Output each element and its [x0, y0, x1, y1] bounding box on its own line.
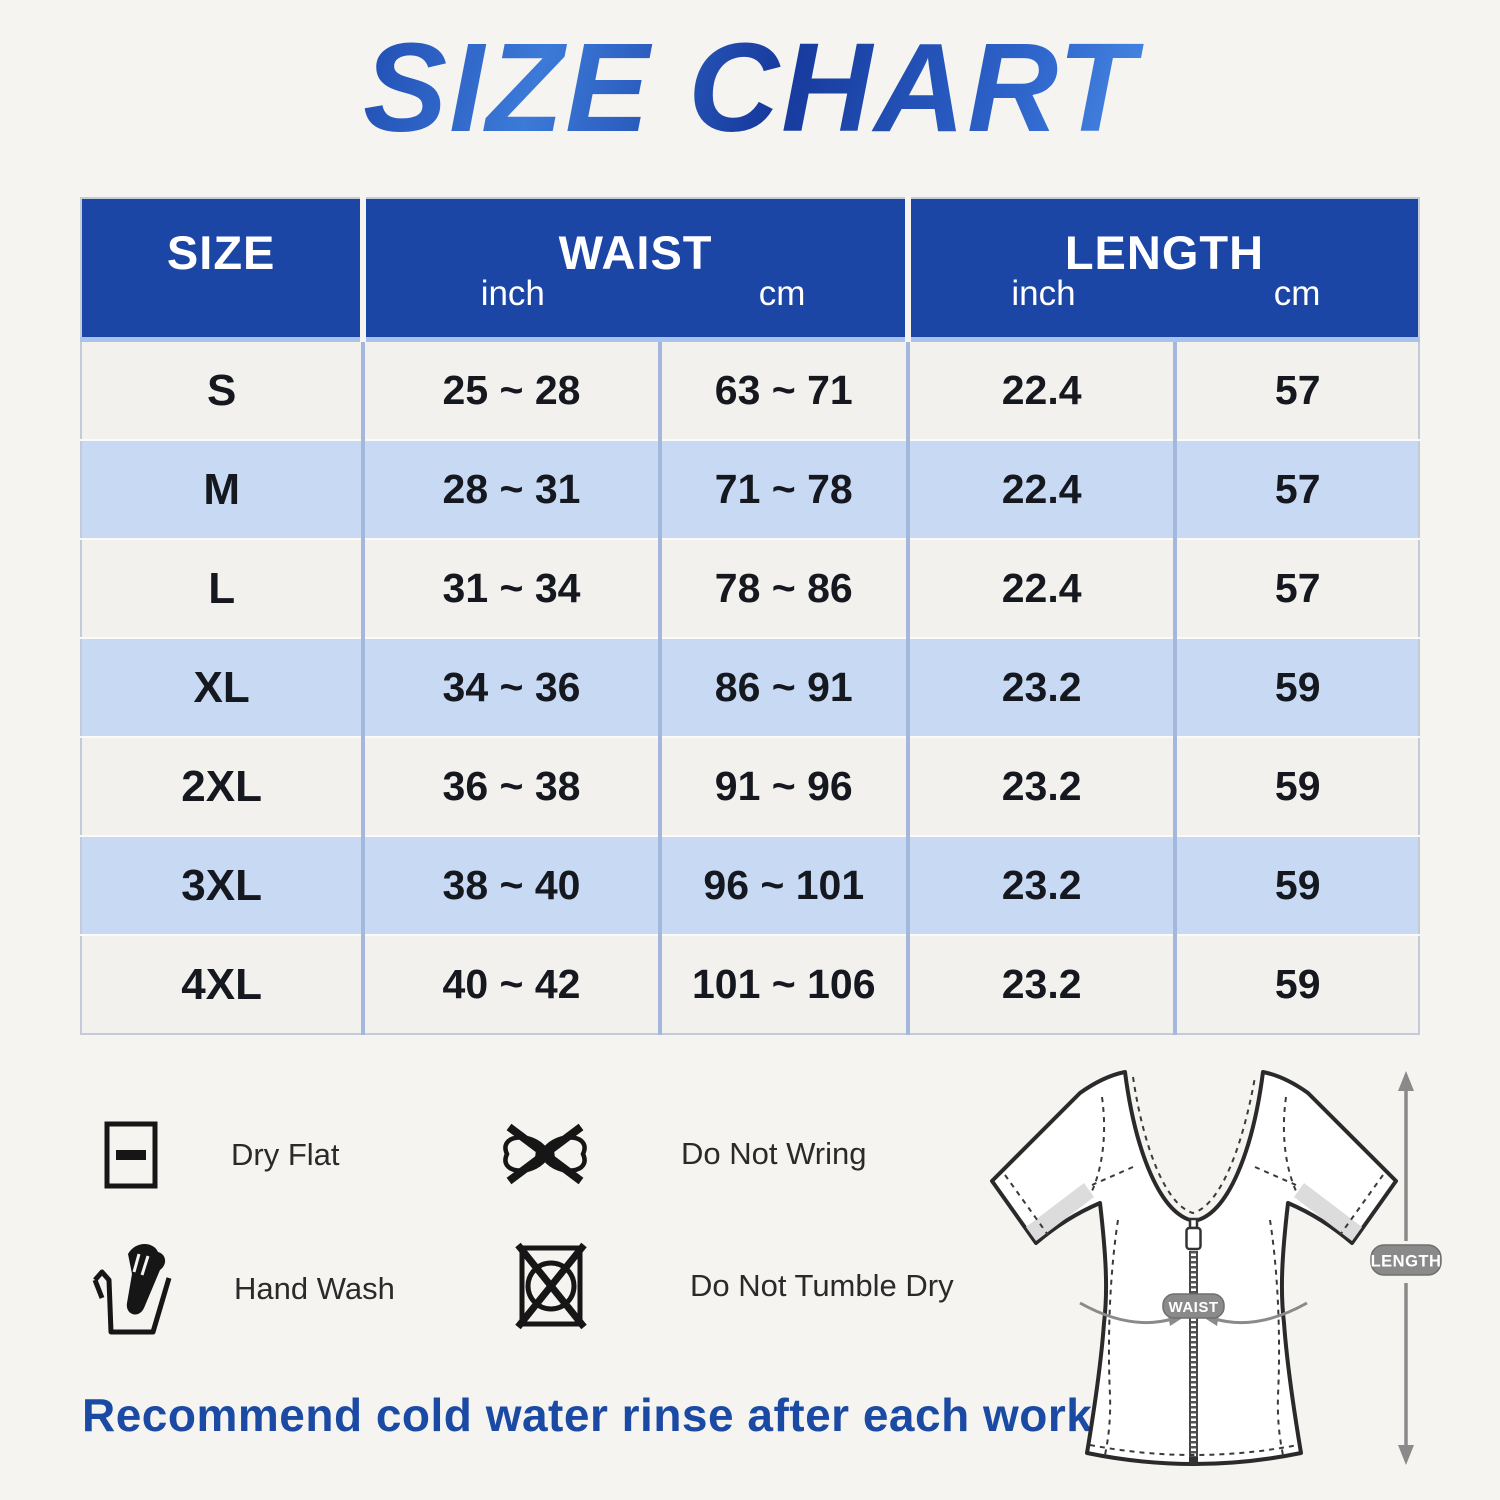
table-row: 4XL 40 ~ 42 101 ~ 106 23.2 59: [81, 934, 1419, 1034]
table-row: 3XL 38 ~ 40 96 ~ 101 23.2 59: [81, 835, 1419, 935]
waist-cm-cell: 63 ~ 71: [657, 338, 908, 440]
header-length-cm: cm: [1273, 274, 1321, 313]
care-item-hand-wash: Hand Wash: [92, 1242, 395, 1336]
care-item-dry-flat: Dry Flat: [103, 1120, 340, 1190]
header-waist-label: WAIST: [558, 226, 713, 279]
header-length-label: LENGTH: [1064, 226, 1265, 279]
table-row: 2XL 36 ~ 38 91 ~ 96 23.2 59: [81, 736, 1419, 836]
length-cm-cell: 57: [1173, 439, 1419, 539]
size-table-body: S 25 ~ 28 63 ~ 71 22.4 57 M 28 ~ 31 71 ~ 78 22.4…: [81, 338, 1419, 1034]
waist-cm-cell: 86 ~ 91: [657, 637, 908, 737]
header-waist: WAIST inch cm: [360, 198, 908, 342]
waist-cm-cell: 71 ~ 78: [657, 439, 908, 539]
size-cell: 4XL: [81, 934, 364, 1034]
care-label: Dry Flat: [231, 1137, 340, 1172]
waist-cm-cell: 78 ~ 86: [657, 538, 908, 638]
header-size-label: SIZE: [166, 226, 276, 279]
care-label: Do Not Wring: [681, 1136, 867, 1171]
length-cm-cell: 59: [1173, 736, 1419, 836]
header-length: LENGTH inch cm: [904, 198, 1419, 342]
size-cell: XL: [81, 637, 364, 737]
size-cell: M: [81, 439, 364, 539]
length-arrow: [1398, 1071, 1414, 1465]
waist-inch-cell: 40 ~ 42: [361, 934, 660, 1034]
care-item-do-not-wring: Do Not Wring: [497, 1122, 867, 1186]
size-cell: L: [81, 538, 364, 638]
table-row: L 31 ~ 34 78 ~ 86 22.4 57: [81, 538, 1419, 638]
length-cm-cell: 59: [1173, 934, 1419, 1034]
waist-inch-cell: 25 ~ 28: [361, 338, 660, 440]
header-length-units: inch cm: [911, 274, 1418, 314]
care-note: Recommend cold water rinse after each wo…: [82, 1389, 1179, 1441]
care-label: Hand Wash: [234, 1271, 395, 1306]
length-inch-cell: 23.2: [905, 637, 1176, 737]
size-cell: 3XL: [81, 835, 364, 935]
length-cm-cell: 59: [1173, 835, 1419, 935]
care-label: Do Not Tumble Dry: [690, 1268, 954, 1303]
table-row: XL 34 ~ 36 86 ~ 91 23.2 59: [81, 637, 1419, 737]
length-label-pill: LENGTH: [1370, 1244, 1442, 1276]
size-cell: 2XL: [81, 736, 364, 836]
length-inch-cell: 23.2: [905, 835, 1176, 935]
seam-lines: [1004, 1076, 1384, 1456]
header-size: SIZE: [81, 198, 364, 342]
length-cm-cell: 57: [1173, 338, 1419, 440]
length-inch-cell: 23.2: [905, 934, 1176, 1034]
waist-inch-cell: 28 ~ 31: [361, 439, 660, 539]
header-row: SIZE WAIST inch cm LENGTH inch cm: [81, 198, 1419, 342]
size-cell: S: [81, 338, 364, 440]
size-table: SIZE WAIST inch cm LENGTH inch cm: [80, 197, 1420, 1035]
length-inch-cell: 22.4: [905, 538, 1176, 638]
hand-wash-icon: [92, 1244, 172, 1335]
table-row: S 25 ~ 28 63 ~ 71 22.4 57: [81, 338, 1419, 440]
waist-cm-cell: 96 ~ 101: [657, 835, 908, 935]
page-title: SIZE CHART: [0, 21, 1500, 154]
length-inch-cell: 22.4: [905, 338, 1176, 440]
waist-cm-cell: 101 ~ 106: [657, 934, 908, 1034]
waist-inch-cell: 31 ~ 34: [361, 538, 660, 638]
header-waist-inch: inch: [480, 274, 545, 313]
waist-inch-cell: 36 ~ 38: [361, 736, 660, 836]
table-row: M 28 ~ 31 71 ~ 78 22.4 57: [81, 439, 1419, 539]
length-inch-cell: 23.2: [905, 736, 1176, 836]
length-label-text: LENGTH: [1371, 1253, 1442, 1271]
waist-label-pill: WAIST: [1162, 1293, 1225, 1319]
zipper: [1185, 1217, 1202, 1465]
do-not-wring-icon: [503, 1123, 587, 1185]
header-waist-units: inch cm: [366, 274, 905, 314]
garment-diagram: WAIST LENGTH: [990, 1070, 1442, 1466]
header-waist-cm: cm: [758, 274, 806, 313]
waist-label-text: WAIST: [1169, 1299, 1219, 1316]
length-cm-cell: 59: [1173, 637, 1419, 737]
waist-inch-cell: 34 ~ 36: [361, 637, 660, 737]
dry-flat-icon: [104, 1121, 158, 1189]
waist-inch-cell: 38 ~ 40: [361, 835, 660, 935]
length-cm-cell: 57: [1173, 538, 1419, 638]
do-not-tumble-dry-icon: [515, 1242, 587, 1330]
size-table-header: SIZE WAIST inch cm LENGTH inch cm: [81, 198, 1419, 342]
header-length-inch: inch: [1011, 274, 1076, 313]
care-item-do-not-tumble-dry: Do Not Tumble Dry: [512, 1240, 954, 1332]
waist-cm-cell: 91 ~ 96: [657, 736, 908, 836]
length-inch-cell: 22.4: [905, 439, 1176, 539]
